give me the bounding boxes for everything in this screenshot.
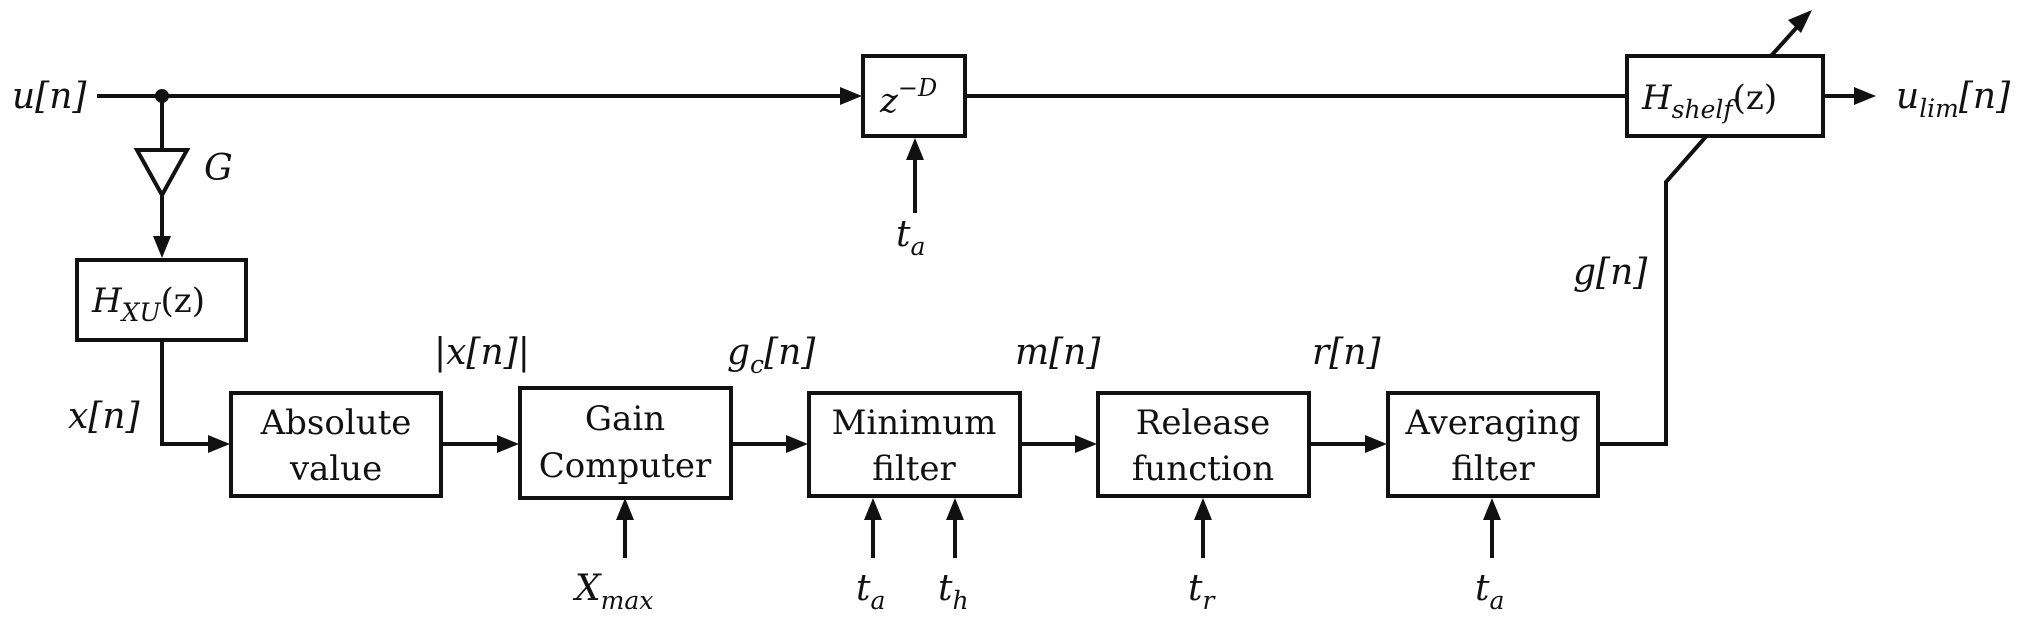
signal-r-label: r[n] (1312, 332, 1381, 373)
signal-input-label: u[n] (12, 76, 87, 117)
param-xmax: Xmax (572, 568, 653, 615)
arrowhead-into-hxu (153, 236, 171, 258)
release-function-line2: function (1132, 449, 1274, 489)
wire-avg-to-shelf (1598, 130, 1712, 446)
shelf-variable-arrow-line (1769, 24, 1800, 58)
hxu-filter-label: HXU(z) (91, 281, 205, 327)
signal-output-label: ulim[n] (1896, 76, 2011, 123)
gain-triangle-G (133, 148, 191, 200)
absolute-value-line2: value (289, 449, 382, 489)
signal-x-label: x[n] (68, 396, 141, 437)
gain-computer-block (518, 386, 733, 500)
release-function-block (1096, 391, 1311, 498)
arrowhead-into-min (786, 435, 808, 453)
arrowhead-tr-release (1194, 498, 1212, 520)
shelf-filter-block (1625, 54, 1825, 138)
absolute-value-block (229, 391, 443, 498)
arrowhead-into-avg (1365, 435, 1387, 453)
signal-g-label: g[n] (1573, 252, 1648, 293)
arrowhead-output (1854, 87, 1876, 105)
param-min-th: th (938, 568, 969, 615)
arrowhead-into-delay (840, 87, 862, 105)
delay-label: z−D (879, 74, 937, 121)
arrowhead-ta-avg (1483, 498, 1501, 520)
averaging-filter-line1: Averaging (1404, 403, 1580, 443)
gain-computer-line1: Gain (585, 399, 665, 439)
signal-gc-label: gc[n] (727, 332, 816, 379)
shelf-filter-label: Hshelf(z) (1641, 78, 1777, 124)
arrowhead-xmax (616, 498, 634, 520)
arrowhead-ta-min (864, 498, 882, 520)
gain-computer-line2: Computer (539, 446, 712, 486)
absolute-value-line1: Absolute (260, 403, 412, 443)
param-release-tr: tr (1188, 568, 1216, 615)
arrowhead-into-gain-computer (497, 435, 519, 453)
minimum-filter-line2: filter (872, 449, 956, 489)
release-function-line1: Release (1136, 403, 1271, 443)
signal-m-label: m[n] (1015, 332, 1101, 373)
minimum-filter-block (807, 391, 1022, 498)
signal-abs-x-label: |x[n]| (434, 332, 530, 373)
averaging-filter-line2: filter (1451, 449, 1535, 489)
arrowhead-ta-delay (906, 138, 924, 160)
hxu-filter-block (75, 258, 248, 342)
minimum-filter-line1: Minimum (832, 403, 997, 443)
arrowhead-into-abs (208, 435, 230, 453)
param-avg-ta: ta (1475, 568, 1504, 615)
gain-G-label: G (204, 148, 233, 189)
arrowhead-th-min (946, 498, 964, 520)
averaging-filter-block (1386, 391, 1600, 498)
param-delay-ta: ta (896, 214, 925, 261)
shelf-variable-arrowhead (1788, 10, 1812, 33)
wire-hxu-to-abs (160, 340, 210, 446)
delay-block (861, 54, 967, 138)
param-min-ta: ta (856, 568, 885, 615)
arrowhead-into-release (1075, 435, 1097, 453)
